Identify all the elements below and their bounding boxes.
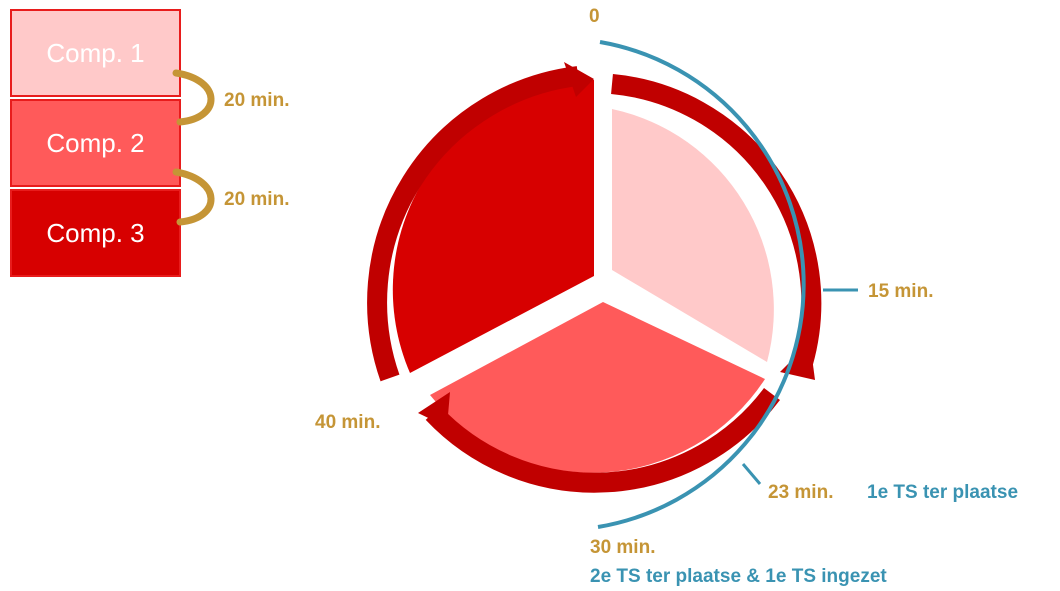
timeline-23-label: 23 min.: [768, 482, 834, 503]
timeline-arc: [597, 40, 858, 529]
sector-compartment-1: [612, 109, 774, 362]
sector-compartment-3: [392, 80, 594, 373]
timeline-start-label: 0: [589, 6, 600, 27]
compartment-3-label: Comp. 3: [46, 217, 145, 248]
compartment-2-box: Comp. 2: [10, 99, 181, 187]
arrow-band-compartment-1: [611, 74, 822, 366]
arrow-head-2: [418, 392, 450, 427]
compartment-connectors: [172, 69, 215, 226]
compartment-2-label: Comp. 2: [46, 127, 145, 158]
interval-label-1: 20 min.: [224, 90, 290, 111]
compartment-1-label: Comp. 1: [46, 37, 145, 68]
sector-compartment-2: [430, 302, 765, 473]
compartment-3-box: Comp. 3: [10, 189, 181, 277]
interval-label-2: 20 min.: [224, 189, 290, 210]
timeline-30-label: 30 min.: [590, 537, 656, 558]
arrow-band-compartment-2: [425, 387, 780, 493]
timeline-15-label: 15 min.: [868, 281, 934, 302]
connector-arrow-2: [172, 168, 215, 226]
compartment-1-box: Comp. 1: [10, 9, 181, 97]
event-second-ts-label: 2e TS ter plaatse & 1e TS ingezet: [590, 566, 887, 587]
connector-arrow-1: [172, 69, 215, 126]
arrow-head-3: [564, 62, 594, 97]
timeline-40-label: 40 min.: [315, 412, 381, 433]
arrow-band-compartment-3: [367, 66, 580, 382]
pie-sectors: [392, 80, 774, 473]
tick-23-min: [741, 463, 762, 485]
event-first-ts-label: 1e TS ter plaatse: [867, 482, 1019, 503]
spread-arrows: [367, 66, 822, 493]
timeline-arc-line: [597, 40, 806, 529]
